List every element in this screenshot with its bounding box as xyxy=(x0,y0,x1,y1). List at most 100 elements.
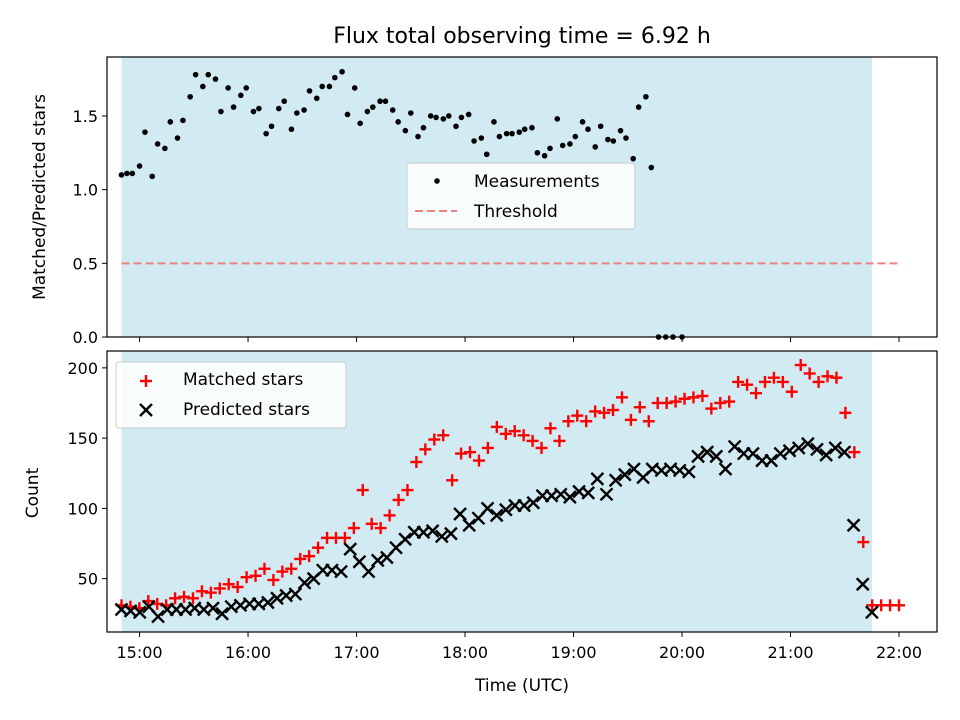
bottom-ytick-label: 200 xyxy=(67,359,98,378)
measurement-point xyxy=(458,114,465,121)
measurement-point xyxy=(313,95,320,102)
measurement-point xyxy=(534,149,541,156)
matched-star-marker xyxy=(839,406,852,419)
top-legend-box xyxy=(406,162,636,230)
measurement-point xyxy=(124,170,130,177)
measurement-point xyxy=(415,133,421,140)
measurement-point xyxy=(180,117,186,124)
bottom-xtick-label: 20:00 xyxy=(659,643,705,662)
predicted-star-marker xyxy=(288,587,303,601)
measurement-point xyxy=(370,104,376,110)
measurement-point xyxy=(389,107,396,113)
measurement-point xyxy=(521,126,528,133)
matched-star-marker xyxy=(490,420,503,433)
predicted-star-marker xyxy=(453,507,467,521)
predicted-star-marker xyxy=(215,606,229,621)
measurement-point xyxy=(205,71,212,78)
matched-star-marker xyxy=(758,375,771,388)
matched-star-marker xyxy=(374,522,387,535)
matched-star-marker xyxy=(615,391,628,404)
matched-star-marker xyxy=(312,541,325,554)
measurement-point xyxy=(136,163,143,169)
matched-star-marker xyxy=(508,425,521,438)
matched-star-marker xyxy=(464,446,477,459)
predicted-star-marker xyxy=(865,605,879,620)
measurement-point xyxy=(503,130,510,137)
matched-star-marker xyxy=(195,585,208,598)
top-axes-frame xyxy=(106,56,938,338)
measurement-point xyxy=(433,114,439,121)
measurement-point xyxy=(225,85,231,91)
predicted-star-marker xyxy=(608,473,623,488)
measurement-point xyxy=(623,135,629,141)
measurement-point xyxy=(118,172,125,178)
matched-star-marker xyxy=(446,474,459,487)
predicted-star-marker xyxy=(462,518,477,533)
measurement-point xyxy=(357,120,363,127)
top-legend: Measurements Threshold xyxy=(406,162,636,230)
matched-star-marker xyxy=(562,415,575,428)
predicted-star-marker xyxy=(361,564,376,579)
matched-star-marker xyxy=(455,447,468,460)
matched-star-marker xyxy=(517,429,530,442)
predicted-star-marker xyxy=(764,453,779,468)
measurement-point xyxy=(440,116,447,122)
matched-star-marker xyxy=(428,433,441,446)
predicted-star-marker xyxy=(810,442,824,457)
predicted-star-marker xyxy=(691,449,705,464)
predicted-star-marker xyxy=(343,542,358,556)
measurement-point xyxy=(516,129,523,135)
matched-star-marker xyxy=(347,522,360,535)
measurement-point xyxy=(579,119,586,125)
predicted-star-marker xyxy=(261,595,275,610)
measurement-point xyxy=(547,145,553,152)
measurement-point xyxy=(129,170,136,177)
measurement-point xyxy=(230,104,237,110)
measurement-point xyxy=(395,119,401,125)
matched-star-marker xyxy=(231,581,244,594)
top-ytick-label: 1.5 xyxy=(73,107,98,126)
measurement-point xyxy=(427,113,434,119)
bottom-xtick-label: 15:00 xyxy=(116,643,162,662)
bottom-xlabel: Time (UTC) xyxy=(474,676,569,696)
matched-star-marker xyxy=(383,509,396,522)
predicted-star-marker xyxy=(297,575,312,590)
matched-star-marker xyxy=(285,562,298,575)
bottom-ytick-label: 150 xyxy=(67,429,98,448)
measurement-point xyxy=(263,130,269,137)
matched-legend-marker xyxy=(140,375,152,387)
matched-star-marker xyxy=(821,370,834,383)
matched-star-marker xyxy=(258,562,271,575)
predicted-star-marker xyxy=(746,446,760,461)
matched-star-marker xyxy=(356,484,369,497)
predicted-star-marker xyxy=(819,448,833,462)
matched-star-marker xyxy=(419,443,432,456)
measurement-point xyxy=(407,110,414,116)
matched-star-marker xyxy=(365,517,378,530)
top-ytick-label: 0.0 xyxy=(73,328,98,347)
bottom-ylabel: Count xyxy=(23,467,43,518)
measurement-point xyxy=(288,126,295,133)
measurement-point xyxy=(585,126,591,133)
top-panel: 0.0 0.5 1.0 1.5 Matched/Predicted stars Mea… xyxy=(30,56,938,347)
measurement-point xyxy=(218,108,224,115)
matched-star-marker xyxy=(678,392,691,405)
matched-star-marker xyxy=(785,385,798,398)
measurements-legend-marker xyxy=(434,178,440,184)
matched-star-marker xyxy=(803,367,816,380)
predicted-star-marker xyxy=(682,464,696,479)
matched-star-marker xyxy=(410,455,423,468)
measurement-point xyxy=(200,83,206,90)
measurement-point xyxy=(483,151,490,158)
measurement-point xyxy=(567,141,573,147)
measurement-point xyxy=(491,119,497,125)
matched-star-marker xyxy=(607,404,620,417)
predicted-legend-label: Predicted stars xyxy=(183,400,310,420)
matched-star-marker xyxy=(714,396,727,409)
matched-star-marker xyxy=(812,375,825,388)
predicted-star-marker xyxy=(599,487,614,502)
measurement-point xyxy=(597,123,604,130)
predicted-star-marker xyxy=(718,462,733,476)
predicted-star-marker xyxy=(334,564,348,579)
